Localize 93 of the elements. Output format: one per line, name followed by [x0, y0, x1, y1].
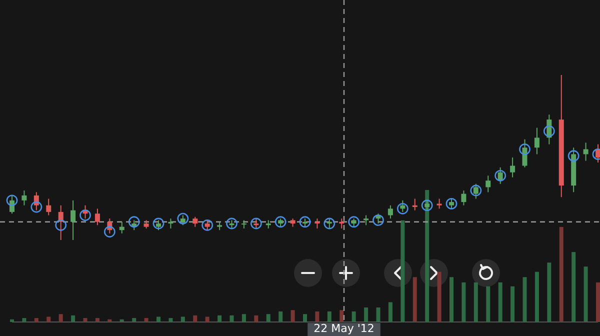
bar: [498, 282, 502, 322]
candlestick: [486, 175, 491, 193]
bar: [230, 315, 234, 322]
point: [30, 201, 42, 213]
bar: [83, 318, 88, 322]
point: [470, 184, 482, 196]
point: [104, 226, 116, 238]
bar: [144, 318, 148, 322]
bar: [168, 318, 173, 322]
bar: [242, 314, 246, 322]
point: [446, 198, 458, 210]
bar: [559, 226, 564, 322]
bar: [278, 311, 283, 322]
candlestick: [241, 220, 246, 229]
point: [152, 218, 164, 230]
bar: [205, 316, 210, 322]
candlestick: [461, 190, 466, 206]
candlestick: [510, 157, 516, 178]
bar: [95, 318, 100, 322]
point: [177, 212, 189, 224]
bar: [180, 316, 185, 322]
point: [299, 216, 311, 228]
candlestick: [70, 200, 76, 240]
candlestick: [339, 218, 344, 229]
bar: [388, 302, 392, 322]
candlestick: [388, 204, 393, 220]
candlestick: [168, 218, 174, 229]
candlestick: [192, 216, 198, 228]
bar: [132, 318, 136, 322]
bar: [10, 319, 14, 322]
point: [396, 202, 408, 214]
point: [543, 125, 555, 137]
point: [80, 210, 91, 221]
candlestick: [22, 190, 27, 206]
point: [421, 200, 433, 212]
bar: [522, 277, 527, 322]
point: [250, 218, 262, 230]
bar: [58, 314, 63, 322]
bar: [352, 311, 356, 322]
bar: [218, 315, 222, 322]
candlestick: [412, 198, 418, 211]
bar: [340, 310, 344, 322]
bar: [510, 286, 515, 322]
candlestick: [94, 208, 100, 226]
candlestick: [583, 142, 588, 162]
bar: [327, 311, 332, 322]
point: [494, 170, 506, 182]
bar: [108, 319, 112, 322]
bar: [486, 286, 490, 322]
bar: [71, 315, 76, 322]
bar: [193, 315, 198, 322]
bar: [376, 307, 380, 322]
bar: [34, 318, 38, 322]
bar: [425, 190, 430, 322]
point: [274, 216, 286, 228]
candlestick: [364, 214, 369, 226]
bar: [596, 282, 600, 322]
bar: [156, 316, 160, 322]
bar: [437, 272, 442, 322]
bar: [303, 314, 307, 322]
bar: [474, 282, 478, 322]
point: [6, 194, 18, 206]
candlestick: [46, 198, 52, 216]
point: [568, 150, 580, 162]
point: [202, 219, 214, 231]
bar: [462, 282, 466, 322]
point: [519, 144, 530, 155]
bar: [266, 314, 270, 322]
bar: [534, 272, 539, 322]
bar: [290, 310, 295, 322]
candlestick: [436, 198, 442, 210]
point: [55, 219, 67, 231]
candlestick: [534, 127, 540, 155]
bar: [364, 307, 368, 322]
bar: [572, 252, 576, 322]
annotation: 22 May '12: [314, 322, 374, 335]
point: [348, 216, 360, 228]
bar: [22, 318, 26, 322]
point: [372, 214, 384, 226]
bar: [400, 220, 405, 322]
point: [226, 218, 238, 230]
point: [324, 218, 336, 230]
bar: [254, 315, 258, 322]
candlestick: [314, 218, 320, 229]
bar: [46, 316, 51, 322]
bar: [450, 277, 454, 322]
bar: [120, 319, 124, 322]
bar: [315, 311, 320, 322]
point: [128, 216, 140, 228]
bar: [412, 277, 417, 322]
bar: [584, 266, 588, 322]
bar: [547, 262, 552, 322]
candlestick: [119, 221, 124, 234]
